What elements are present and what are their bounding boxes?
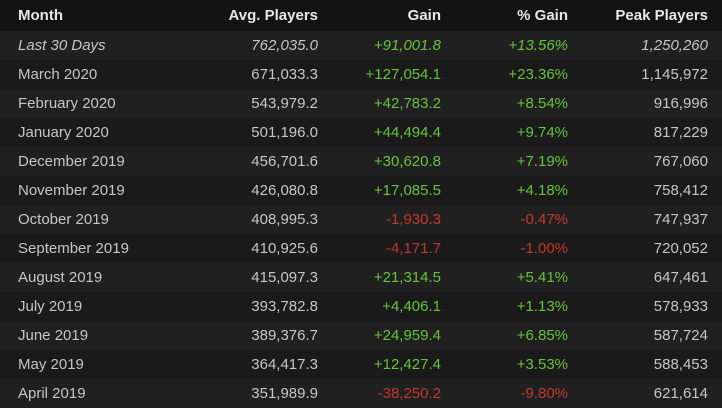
column-header: % Gain <box>441 0 568 31</box>
table-cell: 351,989.9 <box>190 379 318 408</box>
table-cell: -4,171.7 <box>318 234 441 263</box>
table-cell: 578,933 <box>568 292 722 321</box>
table-cell: 456,701.6 <box>190 147 318 176</box>
table-cell: 817,229 <box>568 118 722 147</box>
table-cell: -1.00% <box>441 234 568 263</box>
column-header: Month <box>0 0 190 31</box>
table-cell: +30,620.8 <box>318 147 441 176</box>
table-cell: +91,001.8 <box>318 31 441 60</box>
table-row: December 2019 456,701.6 +30,620.8 +7.19% 767… <box>0 147 722 176</box>
table-cell: 426,080.8 <box>190 176 318 205</box>
table-cell: March 2020 <box>0 60 190 89</box>
table-cell: April 2019 <box>0 379 190 408</box>
table-cell: +3.53% <box>441 350 568 379</box>
table-cell: 747,937 <box>568 205 722 234</box>
table-cell: +24,959.4 <box>318 321 441 350</box>
table-cell: +17,085.5 <box>318 176 441 205</box>
table-cell: +42,783.2 <box>318 89 441 118</box>
table-row: March 2020 671,033.3 +127,054.1 +23.36% 1,14… <box>0 60 722 89</box>
table-cell: 389,376.7 <box>190 321 318 350</box>
table-cell: June 2019 <box>0 321 190 350</box>
table-row: July 2019 393,782.8 +4,406.1 +1.13% 578,933 <box>0 292 722 321</box>
table-row: May 2019 364,417.3 +12,427.4 +3.53% 588,453 <box>0 350 722 379</box>
table-cell: 621,614 <box>568 379 722 408</box>
table-row: August 2019 415,097.3 +21,314.5 +5.41% 647,4… <box>0 263 722 292</box>
table-cell: +44,494.4 <box>318 118 441 147</box>
table-cell: +7.19% <box>441 147 568 176</box>
column-header: Gain <box>318 0 441 31</box>
table-body: Last 30 Days 762,035.0 +91,001.8 +13.56% 1,2… <box>0 31 722 408</box>
table-header: Month Avg. Players Gain% Gain Peak Players <box>0 0 722 31</box>
column-header: Peak Players <box>568 0 722 31</box>
table-cell: 364,417.3 <box>190 350 318 379</box>
table-cell: +13.56% <box>441 31 568 60</box>
table-cell: February 2020 <box>0 89 190 118</box>
table-cell: 410,925.6 <box>190 234 318 263</box>
table-cell: -9.80% <box>441 379 568 408</box>
table-cell: May 2019 <box>0 350 190 379</box>
table-cell: 1,145,972 <box>568 60 722 89</box>
header-row: Month Avg. Players Gain% Gain Peak Players <box>0 0 722 31</box>
table-cell: -0.47% <box>441 205 568 234</box>
table-row: November 2019 426,080.8 +17,085.5 +4.18% 758… <box>0 176 722 205</box>
table-cell: September 2019 <box>0 234 190 263</box>
table-cell: October 2019 <box>0 205 190 234</box>
table-cell: 671,033.3 <box>190 60 318 89</box>
table-cell: +5.41% <box>441 263 568 292</box>
column-header: Avg. Players <box>190 0 318 31</box>
table-cell: +4.18% <box>441 176 568 205</box>
table-row: April 2019 351,989.9 -38,250.2 -9.80% 621,61… <box>0 379 722 408</box>
table-cell: +12,427.4 <box>318 350 441 379</box>
table-row: February 2020 543,979.2 +42,783.2 +8.54% 916… <box>0 89 722 118</box>
table-cell: +23.36% <box>441 60 568 89</box>
table-cell: August 2019 <box>0 263 190 292</box>
table-cell: 758,412 <box>568 176 722 205</box>
table-cell: 543,979.2 <box>190 89 318 118</box>
table-cell: December 2019 <box>0 147 190 176</box>
table-cell: +127,054.1 <box>318 60 441 89</box>
table-cell: 393,782.8 <box>190 292 318 321</box>
table-cell: 587,724 <box>568 321 722 350</box>
table-cell: +8.54% <box>441 89 568 118</box>
table-cell: 720,052 <box>568 234 722 263</box>
table-cell: +4,406.1 <box>318 292 441 321</box>
table-row: January 2020 501,196.0 +44,494.4 +9.74% 817,… <box>0 118 722 147</box>
table-row: September 2019 410,925.6 -4,171.7 -1.00% 720… <box>0 234 722 263</box>
table-cell: +21,314.5 <box>318 263 441 292</box>
table-cell: November 2019 <box>0 176 190 205</box>
table-cell: 767,060 <box>568 147 722 176</box>
table-cell: July 2019 <box>0 292 190 321</box>
table-row: June 2019 389,376.7 +24,959.4 +6.85% 587,724 <box>0 321 722 350</box>
table-cell: +1.13% <box>441 292 568 321</box>
table-cell: 415,097.3 <box>190 263 318 292</box>
table-cell: January 2020 <box>0 118 190 147</box>
table-cell: 501,196.0 <box>190 118 318 147</box>
table-cell: 588,453 <box>568 350 722 379</box>
table-cell: +6.85% <box>441 321 568 350</box>
table-row: October 2019 408,995.3 -1,930.3 -0.47% 747,9… <box>0 205 722 234</box>
table-cell: 1,250,260 <box>568 31 722 60</box>
table-cell: 916,996 <box>568 89 722 118</box>
table-cell: 408,995.3 <box>190 205 318 234</box>
table-cell: Last 30 Days <box>0 31 190 60</box>
table-cell: -1,930.3 <box>318 205 441 234</box>
table-cell: 762,035.0 <box>190 31 318 60</box>
table-cell: +9.74% <box>441 118 568 147</box>
table-cell: -38,250.2 <box>318 379 441 408</box>
table-row: Last 30 Days 762,035.0 +91,001.8 +13.56% 1,2… <box>0 31 722 60</box>
table-cell: 647,461 <box>568 263 722 292</box>
